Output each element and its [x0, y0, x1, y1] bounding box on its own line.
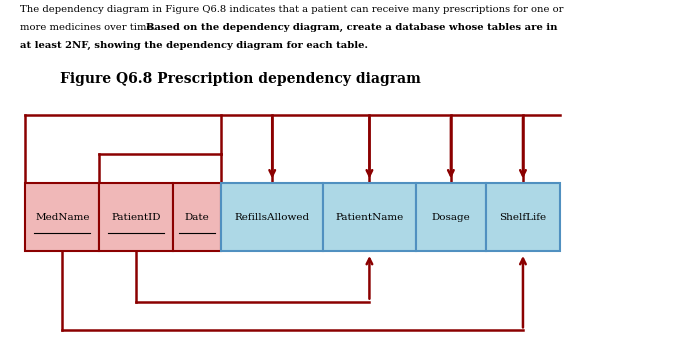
Bar: [486, 183, 560, 251]
Text: PatientID: PatientID: [112, 213, 161, 222]
Bar: [416, 183, 486, 251]
Bar: [173, 183, 221, 251]
Text: Based on the dependency diagram, create a database whose tables are in: Based on the dependency diagram, create …: [146, 23, 558, 32]
Text: more medicines over time.: more medicines over time.: [20, 23, 162, 32]
Text: at least 2NF, showing the dependency diagram for each table.: at least 2NF, showing the dependency dia…: [20, 41, 368, 50]
Bar: [323, 183, 416, 251]
Bar: [26, 183, 99, 251]
Text: MedName: MedName: [35, 213, 89, 222]
Text: ShelfLife: ShelfLife: [500, 213, 547, 222]
Text: The dependency diagram in Figure Q6.8 indicates that a patient can receive many : The dependency diagram in Figure Q6.8 in…: [20, 5, 563, 14]
Text: Dosage: Dosage: [432, 213, 471, 222]
Text: Figure Q6.8 Prescription dependency diagram: Figure Q6.8 Prescription dependency diag…: [60, 72, 421, 86]
Bar: [99, 183, 173, 251]
Text: Date: Date: [185, 213, 209, 222]
Text: RefillsAllowed: RefillsAllowed: [235, 213, 310, 222]
Bar: [221, 183, 323, 251]
Text: PatientName: PatientName: [335, 213, 403, 222]
